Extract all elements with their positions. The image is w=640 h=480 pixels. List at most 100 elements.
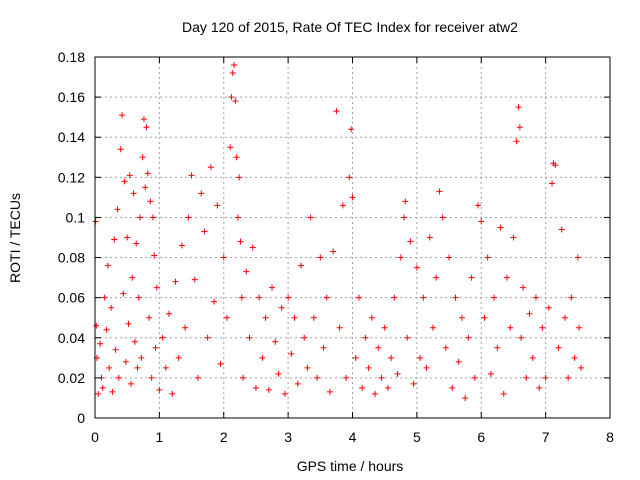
data-point <box>365 364 372 371</box>
data-point <box>571 354 578 361</box>
data-points <box>92 62 585 401</box>
data-point <box>294 380 301 387</box>
data-point <box>413 264 420 271</box>
data-point <box>217 360 224 367</box>
y-tick-label: 0.06 <box>58 290 85 306</box>
data-point <box>565 374 572 381</box>
data-point <box>231 62 238 69</box>
data-point <box>149 214 156 221</box>
y-tick-label: 0.1 <box>66 209 86 225</box>
x-tick-label: 5 <box>413 429 421 445</box>
data-point <box>120 290 127 297</box>
data-point <box>520 284 527 291</box>
data-point <box>410 380 417 387</box>
data-point <box>433 274 440 281</box>
data-point <box>237 238 244 245</box>
data-point <box>549 180 556 187</box>
data-point <box>188 172 195 179</box>
data-point <box>126 172 133 179</box>
data-point <box>246 334 253 341</box>
data-point <box>484 254 491 261</box>
data-point <box>262 314 269 321</box>
data-point <box>232 98 239 105</box>
data-point <box>228 94 235 101</box>
data-point <box>131 338 138 345</box>
data-point <box>115 374 122 381</box>
data-point <box>545 304 552 311</box>
data-point <box>288 350 295 357</box>
data-point <box>391 294 398 301</box>
data-point <box>381 324 388 331</box>
data-point <box>491 294 498 301</box>
data-point <box>137 214 144 221</box>
data-point <box>397 254 404 261</box>
y-tick-label: 0.12 <box>58 169 85 185</box>
data-point <box>121 178 128 185</box>
data-point <box>504 274 510 281</box>
data-point <box>475 202 482 209</box>
grid-lines <box>95 57 610 418</box>
x-tick-label: 1 <box>155 429 163 445</box>
data-point <box>423 364 430 371</box>
data-point <box>539 324 546 331</box>
y-tick-label: 0.16 <box>58 89 85 105</box>
data-point <box>207 164 214 171</box>
data-point <box>375 344 382 351</box>
data-point <box>500 390 507 397</box>
data-point <box>513 138 520 145</box>
data-point <box>93 322 100 329</box>
data-point <box>529 354 536 361</box>
data-point <box>103 326 110 333</box>
data-point <box>558 226 565 233</box>
data-point <box>333 108 340 115</box>
data-point <box>124 234 131 241</box>
data-point <box>343 374 350 381</box>
data-point <box>404 334 411 341</box>
y-tick-label: 0.08 <box>58 250 85 266</box>
data-point <box>252 384 259 391</box>
data-point <box>146 314 153 321</box>
data-point <box>272 338 279 345</box>
data-point <box>346 174 353 181</box>
data-point <box>162 364 169 371</box>
chart-title: Day 120 of 2015, Rate Of TEC Index for r… <box>182 19 518 35</box>
data-point <box>233 154 240 161</box>
data-point <box>223 314 230 321</box>
data-point <box>130 190 137 197</box>
data-point <box>269 284 276 291</box>
y-axis-label: ROTI / TECUs <box>7 193 23 283</box>
data-point <box>214 202 221 209</box>
data-point <box>576 324 583 331</box>
data-point <box>156 386 163 393</box>
data-point <box>153 284 160 291</box>
data-point <box>536 384 543 391</box>
data-point <box>125 320 132 327</box>
data-point <box>135 294 142 301</box>
data-point <box>178 242 185 249</box>
data-point <box>310 314 317 321</box>
data-point <box>462 394 469 401</box>
x-tick-label: 8 <box>606 429 614 445</box>
data-point <box>487 370 494 377</box>
y-tick-label: 0.04 <box>58 330 85 346</box>
data-point <box>446 254 453 261</box>
data-point <box>507 324 514 331</box>
data-point <box>139 154 146 161</box>
data-point <box>378 374 385 381</box>
y-tick-labels: 0 0.02 0.04 0.06 0.08 0.1 0.12 0.14 0.16 0.18 <box>58 49 85 426</box>
x-tick-label: 4 <box>349 429 357 445</box>
data-point <box>195 374 201 381</box>
data-point <box>92 218 99 225</box>
data-point <box>407 238 414 245</box>
data-point <box>394 370 401 377</box>
x-tick-label: 0 <box>91 429 99 445</box>
data-point <box>142 184 149 191</box>
data-point <box>301 334 308 341</box>
data-point <box>336 324 343 331</box>
data-point <box>471 374 478 381</box>
data-point <box>198 190 205 197</box>
y-tick-label: 0.18 <box>58 49 85 65</box>
data-point <box>175 354 182 361</box>
data-point <box>99 384 106 391</box>
